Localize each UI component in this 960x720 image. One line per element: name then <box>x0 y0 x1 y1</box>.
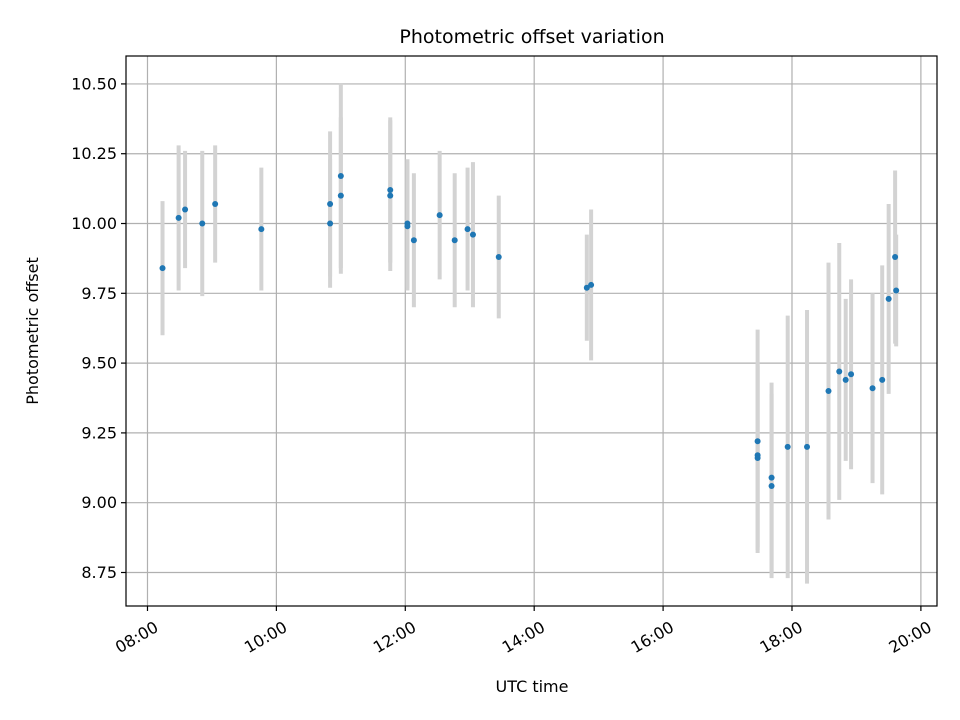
x-tick-label: 20:00 <box>885 617 934 657</box>
data-point <box>893 287 900 294</box>
data-point <box>337 173 344 180</box>
data-point <box>885 295 892 302</box>
data-point <box>404 223 411 230</box>
data-point <box>879 376 886 383</box>
y-tick-label: 9.50 <box>81 354 117 373</box>
y-tick-label: 9.00 <box>81 493 117 512</box>
data-point <box>768 482 775 489</box>
data-point <box>327 220 334 227</box>
data-point <box>182 206 189 213</box>
data-point <box>892 254 899 261</box>
data-point <box>825 388 832 395</box>
x-axis-label: UTC time <box>496 677 569 696</box>
x-tick-label: 14:00 <box>499 617 548 657</box>
data-point <box>804 443 811 450</box>
x-axis: 08:00 10:00 12:00 14:00 16:00 18:00 20:00 <box>112 606 935 657</box>
data-points <box>159 173 900 489</box>
y-axis: 8.75 9.00 9.25 9.50 9.75 10.00 10.25 10.50 <box>71 74 126 582</box>
data-point <box>469 231 476 238</box>
data-point <box>464 226 471 233</box>
y-tick-label: 9.25 <box>81 423 117 442</box>
data-point <box>754 455 761 462</box>
data-point <box>199 220 206 227</box>
data-point <box>869 385 876 392</box>
error-bars <box>160 83 899 584</box>
data-point <box>436 212 443 219</box>
y-tick-label: 10.25 <box>71 144 117 163</box>
grid <box>126 56 937 606</box>
data-point <box>754 438 761 445</box>
data-point <box>768 474 775 481</box>
x-tick-label: 12:00 <box>370 617 419 657</box>
chart-title: Photometric offset variation <box>399 26 664 48</box>
data-point <box>848 371 855 378</box>
data-point <box>842 376 849 383</box>
data-point <box>258 226 265 233</box>
x-tick-label: 10:00 <box>241 617 290 657</box>
x-tick-label: 16:00 <box>628 617 677 657</box>
y-tick-label: 9.75 <box>81 284 117 303</box>
x-tick-label: 08:00 <box>112 617 161 657</box>
data-point <box>784 443 791 450</box>
data-point <box>583 284 590 291</box>
data-point <box>410 237 417 244</box>
data-point <box>175 214 182 221</box>
data-point <box>836 368 843 375</box>
plot-frame <box>125 55 938 607</box>
y-tick-label: 10.00 <box>71 214 117 233</box>
data-point <box>495 254 502 261</box>
data-point <box>451 237 458 244</box>
data-point <box>212 200 219 207</box>
data-point <box>387 187 394 194</box>
data-point <box>327 200 334 207</box>
x-tick-label: 18:00 <box>757 617 806 657</box>
data-point <box>387 192 394 199</box>
y-tick-label: 10.50 <box>71 74 117 93</box>
data-point <box>588 281 595 288</box>
data-point <box>337 192 344 199</box>
y-axis-label: Photometric offset <box>23 257 42 405</box>
y-tick-label: 8.75 <box>81 563 117 582</box>
data-point <box>159 265 166 272</box>
